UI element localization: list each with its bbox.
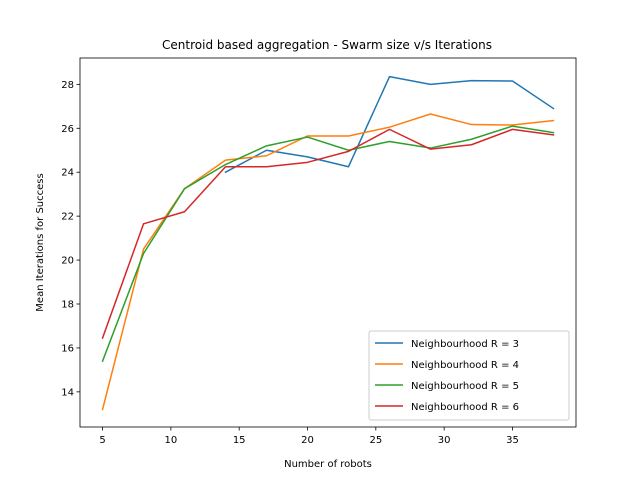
plot-axes: 5 10 15 20 25 30 35 14 16 18 20 22 24 26 28 bbox=[61, 80, 519, 446]
y-tick-label: 18 bbox=[61, 300, 74, 311]
y-tick-label: 26 bbox=[61, 124, 74, 135]
y-tick-label: 16 bbox=[61, 343, 74, 354]
y-tick-label: 22 bbox=[61, 212, 74, 223]
y-tick-label: 14 bbox=[61, 387, 74, 398]
chart-title: Centroid based aggregation - Swarm size … bbox=[162, 38, 492, 52]
x-tick-label: 10 bbox=[164, 435, 177, 446]
legend-entry-label: Neighbourhood R = 6 bbox=[411, 402, 519, 413]
series-line-r5 bbox=[101, 125, 555, 363]
x-tick-label: 20 bbox=[301, 435, 314, 446]
legend: Neighbourhood R = 3 Neighbourhood R = 4 Ne… bbox=[368, 330, 570, 421]
axes-frame bbox=[79, 57, 577, 428]
legend-box bbox=[368, 330, 570, 421]
x-axis-label: Number of robots bbox=[284, 459, 372, 470]
legend-entry-label: Neighbourhood R = 3 bbox=[411, 339, 519, 350]
x-tick-label: 25 bbox=[369, 435, 382, 446]
y-tick-label: 24 bbox=[61, 168, 74, 179]
y-axis-label: Mean Iterations for Success bbox=[35, 173, 46, 311]
series-line-r6 bbox=[101, 128, 555, 339]
x-tick-label: 30 bbox=[438, 435, 451, 446]
series-line-r3 bbox=[224, 75, 555, 174]
legend-entry-label: Neighbourhood R = 5 bbox=[411, 381, 519, 392]
legend-entry-label: Neighbourhood R = 4 bbox=[411, 360, 519, 371]
plot-series bbox=[101, 75, 555, 411]
x-tick-label: 5 bbox=[99, 435, 105, 446]
y-tick-label: 28 bbox=[61, 80, 74, 91]
x-tick-label: 35 bbox=[506, 435, 519, 446]
y-tick-label: 20 bbox=[61, 256, 74, 267]
x-tick-label: 15 bbox=[233, 435, 246, 446]
